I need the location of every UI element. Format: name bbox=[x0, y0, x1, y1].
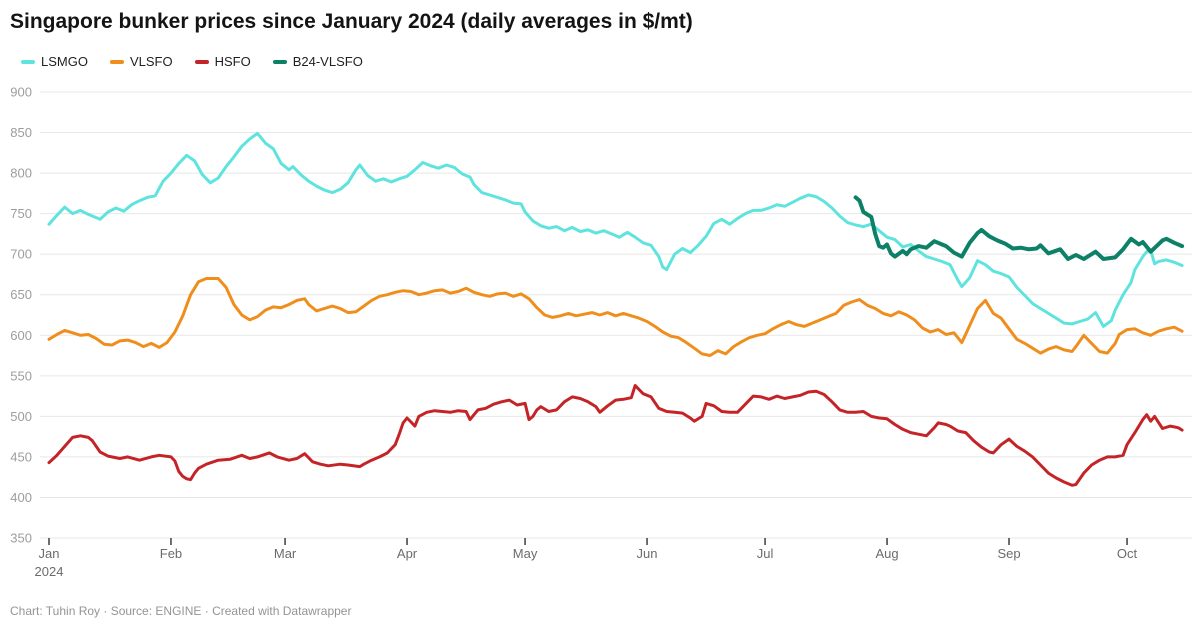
legend-swatch-icon bbox=[109, 59, 124, 64]
y-axis-tick-label: 600 bbox=[10, 328, 32, 343]
series-line-lsmgo[interactable] bbox=[47, 131, 1184, 328]
y-axis-tick-label: 850 bbox=[10, 125, 32, 140]
legend-label: B24-VLSFO bbox=[292, 54, 363, 69]
y-axis-tick-label: 400 bbox=[10, 490, 32, 505]
legend-item-vlsfo: VLSFO bbox=[109, 54, 173, 69]
legend-swatch-icon bbox=[194, 59, 209, 64]
x-axis-tick-label: Jul bbox=[757, 546, 774, 561]
y-axis-tick-label: 900 bbox=[10, 85, 32, 100]
legend-item-lsmgo: LSMGO bbox=[21, 54, 88, 69]
x-axis-year-label: 2024 bbox=[35, 564, 64, 579]
legend-label: LSMGO bbox=[41, 54, 88, 69]
x-axis-tick-label: Aug bbox=[875, 546, 898, 561]
chart-attribution: Chart: Tuhin Roy · Source: ENGINE · Crea… bbox=[10, 604, 352, 618]
x-axis-tick-label: Jan bbox=[39, 546, 60, 561]
legend-swatch-icon bbox=[21, 59, 35, 64]
page-title: Singapore bunker prices since January 20… bbox=[10, 10, 693, 33]
y-axis-tick-label: 800 bbox=[10, 166, 32, 181]
y-axis-tick-label: 450 bbox=[10, 449, 32, 464]
x-axis-tick-label: Mar bbox=[274, 546, 297, 561]
chart-legend: LSMGO VLSFO HSFO B24-VLSFO bbox=[21, 54, 363, 69]
x-axis-tick-label: Feb bbox=[160, 546, 182, 561]
x-axis-tick-label: Sep bbox=[997, 546, 1020, 561]
y-axis-tick-label: 500 bbox=[10, 409, 32, 424]
legend-item-b24-vlsfo: B24-VLSFO bbox=[272, 54, 363, 69]
legend-swatch-icon bbox=[272, 59, 287, 64]
x-axis-tick-label: Apr bbox=[397, 546, 418, 561]
legend-label: HSFO bbox=[214, 54, 251, 69]
series-line-hsfo[interactable] bbox=[47, 384, 1184, 487]
x-axis-tick-label: Oct bbox=[1117, 546, 1138, 561]
y-axis-tick-label: 350 bbox=[10, 531, 32, 546]
legend-label: VLSFO bbox=[129, 54, 173, 69]
series-line-vlsfo[interactable] bbox=[47, 277, 1184, 357]
y-axis-tick-label: 550 bbox=[10, 368, 32, 383]
y-axis-tick-label: 700 bbox=[10, 247, 32, 262]
x-axis-tick-label: May bbox=[513, 546, 538, 561]
y-axis-tick-label: 650 bbox=[10, 287, 32, 302]
series-line-b24-vlsfo[interactable] bbox=[853, 195, 1185, 261]
y-axis-tick-label: 750 bbox=[10, 206, 32, 221]
legend-item-hsfo: HSFO bbox=[194, 54, 251, 69]
x-axis-tick-label: Jun bbox=[637, 546, 658, 561]
